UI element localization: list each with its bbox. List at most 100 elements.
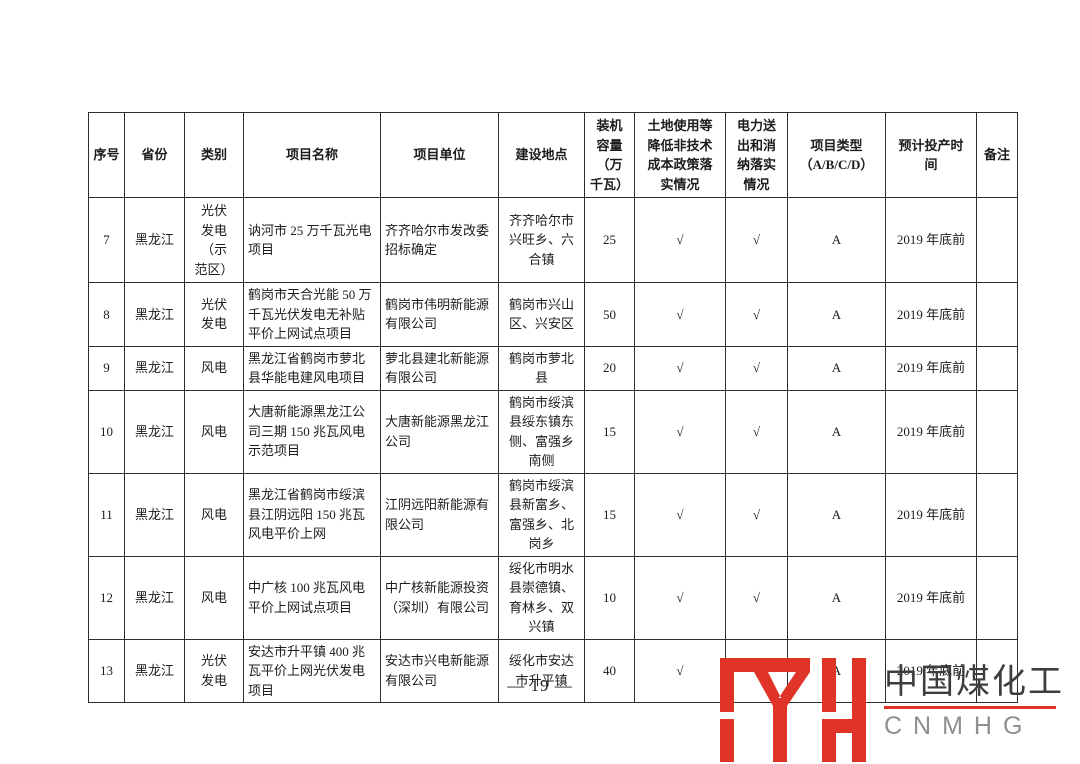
cell-remark [976, 389, 1018, 474]
cell-land-policy-check: √ [634, 389, 726, 474]
table-row: 9 黑龙江 风电 黑龙江省鹤岗市萝北县华能电建风电项目 萝北县建北新能源有限公司… [88, 345, 1018, 391]
table-row: 13 黑龙江 光伏 发电 安达市升平镇 400 兆瓦平价上网光伏发电项目 安达市… [88, 638, 1018, 703]
cell-seq: 10 [88, 389, 125, 474]
cell-seq: 13 [88, 638, 125, 703]
cell-production-time: 2019 年底前 [885, 555, 977, 640]
table-row: 11 黑龙江 风电 黑龙江省鹤岗市绥滨县江阴远阳 150 兆瓦风电平价上网 江阴… [88, 472, 1018, 557]
cell-land-policy-check: √ [634, 197, 726, 283]
cell-category: 风电 [184, 555, 244, 640]
cell-project-name: 大唐新能源黑龙江公司三期 150 兆瓦风电示范项目 [243, 389, 381, 474]
cell-project-unit: 中广核新能源投资（深圳）有限公司 [380, 555, 499, 640]
page-number: — 19 — [507, 676, 573, 695]
cell-land-policy-check: √ [634, 638, 726, 703]
cell-category: 光伏 发电 （示 范区） [184, 197, 244, 283]
cell-land-policy-check: √ [634, 282, 726, 347]
cell-project-name: 黑龙江省鹤岗市萝北县华能电建风电项目 [243, 345, 381, 391]
col-header-power-policy: 电力送 出和消 纳落实 情况 [725, 112, 788, 198]
cell-production-time: 2019 年底前 [885, 197, 977, 283]
cell-remark [976, 345, 1018, 391]
cell-project-name: 黑龙江省鹤岗市绥滨县江阴远阳 150 兆瓦风电平价上网 [243, 472, 381, 557]
cell-location: 齐齐哈尔市兴旺乡、六合镇 [498, 197, 585, 283]
cell-capacity: 15 [584, 389, 635, 474]
col-header-province: 省份 [124, 112, 185, 198]
cell-capacity: 20 [584, 345, 635, 391]
cell-province: 黑龙江 [124, 555, 185, 640]
cell-project-name: 中广核 100 兆瓦风电平价上网试点项目 [243, 555, 381, 640]
cell-project-type: A [787, 197, 886, 283]
table-row: 8 黑龙江 光伏 发电 鹤岗市天合光能 50 万千瓦光伏发电无补贴平价上网试点项… [88, 282, 1018, 347]
project-table: 序号 省份 类别 项目名称 项目单位 建设地点 装机 容量 （万 千瓦） 土地使… [88, 112, 1018, 703]
cell-province: 黑龙江 [124, 389, 185, 474]
cell-category: 风电 [184, 472, 244, 557]
cell-project-type: A [787, 345, 886, 391]
table-header-row: 序号 省份 类别 项目名称 项目单位 建设地点 装机 容量 （万 千瓦） 土地使… [88, 112, 1018, 198]
cell-power-policy-check: √ [725, 197, 788, 283]
cell-category: 风电 [184, 345, 244, 391]
cell-province: 黑龙江 [124, 345, 185, 391]
cell-location: 绥化市明水县崇德镇、育林乡、双兴镇 [498, 555, 585, 640]
cell-power-policy-check: √ [725, 389, 788, 474]
cell-seq: 12 [88, 555, 125, 640]
cell-project-type: A [787, 472, 886, 557]
col-header-seq: 序号 [88, 112, 125, 198]
col-header-project-type: 项目类型 （A/B/C/D） [787, 112, 886, 198]
cell-project-unit: 安达市兴电新能源有限公司 [380, 638, 499, 703]
cell-capacity: 50 [584, 282, 635, 347]
cell-remark [976, 555, 1018, 640]
cell-remark [976, 638, 1018, 703]
cell-seq: 7 [88, 197, 125, 283]
logo-red-rule [884, 706, 1056, 710]
cell-seq: 8 [88, 282, 125, 347]
cell-remark [976, 282, 1018, 347]
cell-seq: 9 [88, 345, 125, 391]
table-row: 7 黑龙江 光伏 发电 （示 范区） 讷河市 25 万千瓦光电项目 齐齐哈尔市发… [88, 197, 1018, 283]
cnmhg-logo-text: 中国煤化工 CNMHG [884, 656, 1064, 741]
col-header-remark: 备注 [976, 112, 1018, 198]
cell-power-policy-check: √ [725, 282, 788, 347]
cnmhg-logo-monogram-icon [720, 658, 866, 762]
cell-project-type: A [787, 282, 886, 347]
table-row: 12 黑龙江 风电 中广核 100 兆瓦风电平价上网试点项目 中广核新能源投资（… [88, 555, 1018, 640]
cell-location: 鹤岗市萝北县 [498, 345, 585, 391]
cell-category: 光伏 发电 [184, 282, 244, 347]
cell-project-type: A [787, 389, 886, 474]
cell-production-time: 2019 年底前 [885, 345, 977, 391]
cell-seq: 11 [88, 472, 125, 557]
cell-province: 黑龙江 [124, 638, 185, 703]
cell-power-policy-check: √ [725, 345, 788, 391]
cell-location: 绥化市安达市升平镇 [498, 638, 585, 703]
cell-province: 黑龙江 [124, 197, 185, 283]
col-header-capacity: 装机 容量 （万 千瓦） [584, 112, 635, 198]
cell-power-policy-check: √ [725, 555, 788, 640]
cell-project-unit: 大唐新能源黑龙江公司 [380, 389, 499, 474]
cell-land-policy-check: √ [634, 472, 726, 557]
cell-location: 鹤岗市兴山区、兴安区 [498, 282, 585, 347]
cell-capacity: 15 [584, 472, 635, 557]
cell-project-unit: 齐齐哈尔市发改委招标确定 [380, 197, 499, 283]
col-header-production-time: 预计投产时 间 [885, 112, 977, 198]
cell-power-policy-check: √ [725, 472, 788, 557]
cell-remark [976, 472, 1018, 557]
cell-land-policy-check: √ [634, 555, 726, 640]
col-header-project-unit: 项目单位 [380, 112, 499, 198]
cell-project-unit: 鹤岗市伟明新能源有限公司 [380, 282, 499, 347]
cell-project-name: 鹤岗市天合光能 50 万千瓦光伏发电无补贴平价上网试点项目 [243, 282, 381, 347]
cell-location: 鹤岗市绥滨县绥东镇东侧、富强乡南侧 [498, 389, 585, 474]
cell-production-time: 2019 年底前 [885, 389, 977, 474]
cell-province: 黑龙江 [124, 472, 185, 557]
cell-capacity: 25 [584, 197, 635, 283]
cell-project-type: A [787, 555, 886, 640]
col-header-location: 建设地点 [498, 112, 585, 198]
cell-remark [976, 197, 1018, 283]
cell-project-name: 安达市升平镇 400 兆瓦平价上网光伏发电项目 [243, 638, 381, 703]
cell-category: 风电 [184, 389, 244, 474]
cell-project-unit: 江阴远阳新能源有限公司 [380, 472, 499, 557]
cell-province: 黑龙江 [124, 282, 185, 347]
cell-production-time: 2019 年底前 [885, 472, 977, 557]
logo-chinese-name: 中国煤化工 [884, 663, 1064, 701]
col-header-project-name: 项目名称 [243, 112, 381, 198]
cell-land-policy-check: √ [634, 345, 726, 391]
cell-project-name: 讷河市 25 万千瓦光电项目 [243, 197, 381, 283]
logo-english-name: CNMHG [884, 712, 1034, 741]
